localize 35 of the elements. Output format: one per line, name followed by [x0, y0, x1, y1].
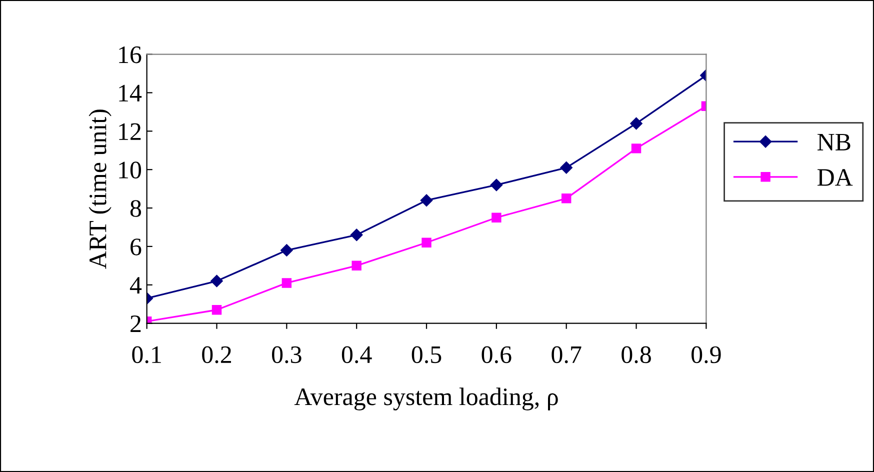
point: [212, 305, 222, 315]
point: [350, 228, 363, 242]
point: [560, 162, 572, 174]
x-tick-label: 0.1: [132, 346, 161, 364]
x-tick-label: 0.4: [342, 346, 372, 364]
point: [630, 117, 642, 130]
y-tick-label: 2: [130, 315, 141, 332]
legend-label: NB: [818, 134, 850, 150]
point: [631, 144, 642, 154]
y-axis-title: ART (time unit): [88, 110, 112, 269]
y-tick-label: 6: [130, 238, 142, 256]
x-tick-label: 0.9: [692, 346, 721, 364]
point: [210, 274, 223, 288]
y-tick-label: 12: [119, 123, 141, 140]
x-tick-label: 0.8: [622, 346, 651, 364]
x-tick-label: 0.3: [272, 346, 302, 364]
point: [352, 260, 362, 271]
point: [282, 278, 292, 288]
point: [422, 238, 432, 248]
x-tick-label: 0.6: [482, 346, 512, 364]
x-tick-label: 0.7: [552, 346, 582, 364]
x-tick-label: 0.2: [202, 346, 231, 364]
legend-label: DA: [818, 169, 853, 186]
y-tick-label: 4: [130, 277, 142, 294]
y-tick-label: 8: [130, 200, 142, 217]
x-tick-label: 0.5: [412, 346, 442, 364]
point: [280, 244, 293, 256]
y-tick-label: 16: [119, 46, 142, 64]
point: [420, 194, 433, 206]
point: [561, 194, 572, 204]
y-tick-label: 14: [119, 84, 142, 102]
x-axis-title: Average system loading, ρ: [294, 388, 558, 410]
point: [492, 212, 502, 222]
point: [490, 178, 503, 192]
y-tick-label: 10: [119, 162, 142, 179]
